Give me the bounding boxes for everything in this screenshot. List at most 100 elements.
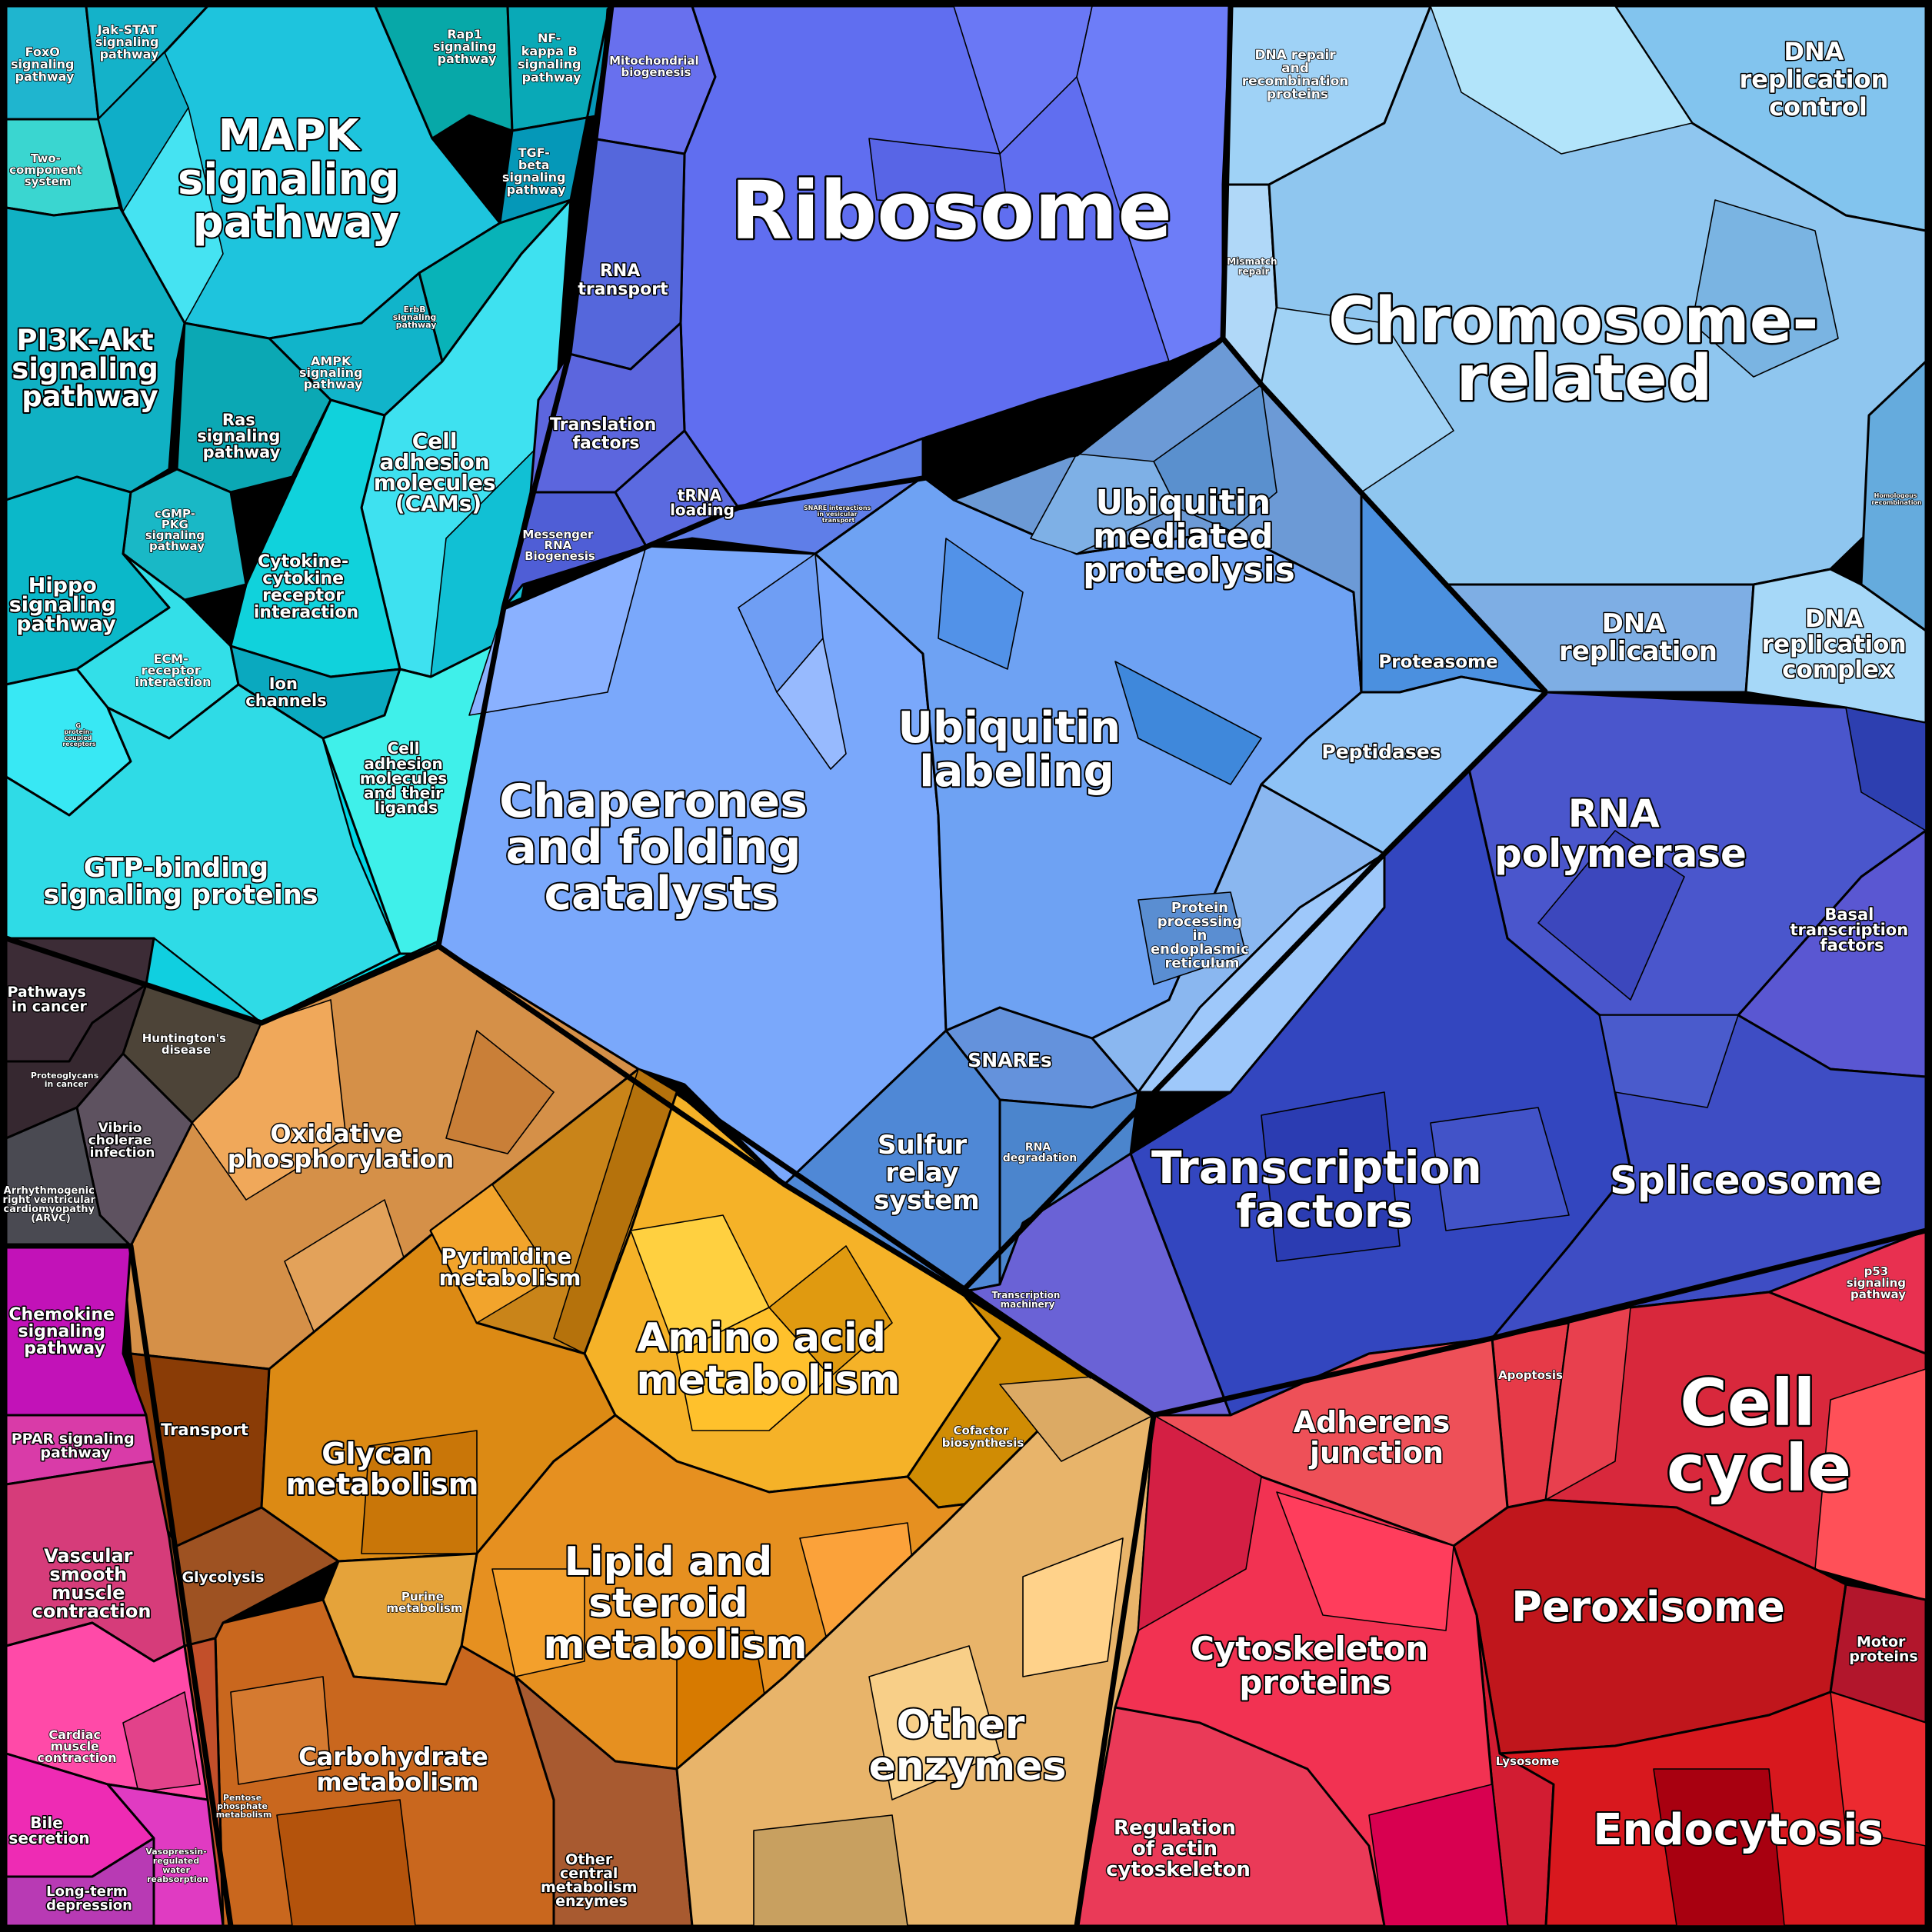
label-chemokine: Chemokine signaling pathway (8, 1305, 120, 1358)
label-otherenz: Other enzymes (869, 1702, 1067, 1790)
cell-cytoskel-sub3 (1368, 1784, 1508, 1927)
label-peroxisome: Peroxisome (1511, 1583, 1784, 1631)
label-vascular: Vascular smooth muscle contraction (32, 1545, 152, 1622)
label-chaperones: Chaperones and folding catalysts (499, 774, 824, 921)
cell-ublab-sub2 (1114, 661, 1262, 785)
region-metabolism (122, 944, 1155, 1927)
label-erbb: ErbB signaling pathway (393, 305, 440, 330)
cell-ribosome-sub1 (868, 138, 1008, 208)
label-p53: p53 signaling pathway (1847, 1264, 1910, 1301)
label-endocytosis: Endocytosis (1593, 1805, 1883, 1855)
label-chromosome: Chromosome- related (1328, 285, 1840, 415)
label-proteasome: Proteasome (1378, 652, 1497, 672)
label-spliceosome: Spliceosome (1610, 1158, 1882, 1203)
label-cams: Cell adhesion molecules (CAMs) (374, 428, 504, 516)
cell-otherenz-sub1 (868, 1645, 1001, 1800)
label-carbo: Carbohydrate metabolism (298, 1742, 497, 1797)
cell-rnapol-sub1 (1537, 830, 1685, 1001)
label-ampk: AMPK signaling pathway (299, 354, 367, 391)
region-chromosome (1221, 5, 1927, 724)
label-trna: tRNA loading (670, 486, 734, 519)
cell-protproc-sub (1138, 891, 1247, 985)
region-ribosome (502, 5, 1232, 609)
label-ecm: ECM- receptor interaction (135, 651, 211, 689)
label-rnatransport: RNA transport (578, 261, 668, 299)
label-mrna: Messenger RNA Biogenesis (522, 528, 597, 563)
label-vasopressin: Vasopressin- regulated water reabsorptio… (145, 1847, 209, 1884)
label-vibrio: Vibrio cholerae infection (88, 1121, 157, 1161)
label-ribosome: Ribosome (731, 164, 1172, 258)
label-arvc: Arrhythmogenic right ventricular cardiom… (3, 1185, 99, 1224)
label-lipid: Lipid and steroid metabolism (543, 1539, 807, 1668)
label-celladh: Cell adhesion molecules and their ligand… (360, 739, 452, 817)
cell-cytoskel-sub1 (1138, 1414, 1262, 1631)
label-cardiac: Cardiac muscle contraction (37, 1727, 116, 1765)
label-mito: Mitochondrial biogenesis (609, 54, 703, 79)
label-twocomp: Two- component system (9, 152, 86, 188)
label-gprot: G protein- coupled receptors (62, 722, 96, 748)
cell-otherenz-sub3 (1022, 1537, 1124, 1677)
cell-tf-sub2 (1430, 1107, 1570, 1231)
cell-ublab-sub1 (938, 538, 1024, 670)
label-foxo: FoxO signaling pathway (11, 45, 78, 84)
region-proteins (437, 337, 1547, 1294)
label-lysosome: Lysosome (1496, 1754, 1560, 1768)
label-proteoglycans: Proteoglycans in cancer (31, 1071, 102, 1089)
label-motor: Motor proteins (1849, 1634, 1917, 1665)
cell-chromosome-sub3 (1261, 307, 1454, 493)
cell-chromosome-sub2 (1691, 199, 1839, 378)
cell-cellcycle-sub2 (1545, 1307, 1631, 1501)
label-regactin: Regulation of actin cytoskeleton (1106, 1817, 1251, 1881)
cell-vasopressin (106, 1783, 225, 1927)
cell-endocytosis-sub1 (1653, 1768, 1785, 1927)
label-jakstat: Jak-STAT signaling pathway (95, 22, 163, 62)
label-translation: Translation factors (550, 415, 662, 453)
label-cellcycle: Cell cycle (1667, 1365, 1851, 1506)
label-basal: Basal transcription factors (1790, 905, 1914, 954)
label-pentose: Pentose phosphate metabolism (216, 1793, 272, 1820)
cell-oxphos-sub2 (445, 1030, 555, 1154)
label-transmach: Transcription machinery (991, 1290, 1063, 1310)
label-dnarepair: DNA repair and recombination proteins (1242, 48, 1354, 102)
label-snares: SNAREs (968, 1049, 1052, 1071)
label-dnarep: DNA replication (1559, 608, 1717, 667)
cell-carbo-sub1 (276, 1799, 416, 1927)
cell-endocytosis-sub2 (1830, 1691, 1927, 1847)
label-sulfur: Sulfur relay system (874, 1130, 979, 1216)
cell-carbo-sub2 (230, 1676, 331, 1785)
cell-aminoacid-sub3 (676, 1307, 831, 1431)
cell-otherenz-sub2 (753, 1814, 908, 1927)
label-othercentral: Other central metabolism enzymes (541, 1851, 642, 1910)
label-peptidases: Peptidases (1321, 741, 1441, 763)
label-rnapol: RNA polymerase (1494, 791, 1747, 876)
label-ppar: PPAR signaling pathway (12, 1431, 140, 1461)
cell-ribosome-sub3 (1076, 5, 1231, 362)
label-transport: Transport (161, 1421, 248, 1439)
label-snarevt: SNARE interactions in vesicular transpor… (804, 505, 873, 524)
label-tgfb: TGF- beta signaling pathway (502, 145, 570, 197)
label-bile: Bile secretion (8, 1814, 89, 1847)
label-dnarepcontrol: DNA replication control (1739, 37, 1897, 122)
label-rap1: Rap1 signaling pathway (433, 27, 501, 66)
cell-glycan-sub1 (430, 1184, 555, 1324)
label-pi3k: PI3K-Akt signaling pathway (12, 324, 168, 413)
label-oxphos: Oxidative phosphorylation (228, 1119, 455, 1174)
labels: Ribosome Chromosome- related MAPK signal… (2, 22, 1923, 1914)
label-ion: Ion channels (245, 675, 326, 710)
label-adherens: Adherens junction (1294, 1405, 1461, 1470)
label-nfkb: NF- kappa B signaling pathway (518, 31, 585, 85)
label-huntington: Huntington's disease (142, 1031, 231, 1057)
cell-tf-sub1 (1261, 1091, 1401, 1262)
label-cytoskel: Cytoskeleton proteins (1191, 1630, 1440, 1701)
label-ubmed: Ubiquitin mediated proteolysis (1083, 483, 1295, 590)
label-ras: Ras signaling pathway (197, 411, 286, 461)
label-pathcancer: Pathways in cancer (8, 984, 92, 1015)
label-mismatch: Mismatch repair (1227, 256, 1280, 277)
region-magenta (5, 1244, 225, 1927)
label-rnadeg: RNA degradation (1003, 1141, 1077, 1164)
label-mapk: MAPK signaling pathway (178, 111, 415, 248)
label-tf: Transcription factors (1151, 1141, 1497, 1237)
